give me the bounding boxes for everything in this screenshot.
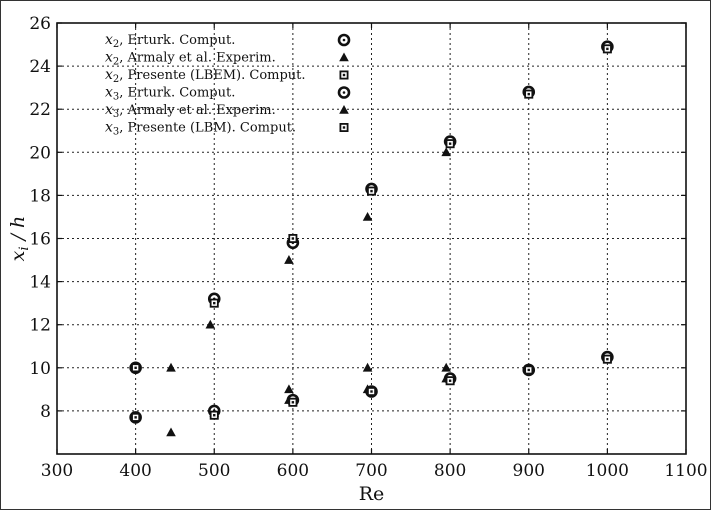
y-tick-label: 20 bbox=[29, 143, 51, 163]
x3-armaly-point bbox=[205, 319, 216, 329]
legend-marker-x2-erturk bbox=[337, 33, 351, 47]
x3-armaly-point bbox=[166, 362, 176, 372]
legend-label: x3, Armaly et al. Experim. bbox=[105, 102, 276, 120]
x3-presente-point bbox=[288, 233, 298, 243]
x2-presente-point bbox=[209, 410, 219, 420]
x3-presente-point bbox=[602, 44, 612, 54]
x-tick-label: 1000 bbox=[586, 461, 629, 481]
y-axis-label: xi / h bbox=[7, 216, 32, 262]
x2-presente-point bbox=[524, 365, 534, 375]
legend-marker-x2-presente bbox=[339, 70, 349, 80]
y-tick-label: 18 bbox=[29, 186, 51, 206]
x3-presente-point bbox=[209, 298, 219, 308]
x-tick-label: 700 bbox=[355, 461, 387, 481]
x3-presente-point bbox=[445, 139, 455, 149]
legend-marker-x3-armaly bbox=[339, 105, 349, 114]
data-points bbox=[129, 40, 614, 437]
legend-marker-x3-erturk bbox=[337, 86, 351, 99]
y-tick-label: 14 bbox=[29, 273, 51, 293]
x3-armaly-point bbox=[441, 362, 451, 372]
y-tick-label: 26 bbox=[29, 14, 51, 34]
legend-label: x3, Erturk. Comput. bbox=[105, 85, 235, 103]
legend-label: x2, Erturk. Comput. bbox=[105, 32, 235, 50]
y-tick-label: 10 bbox=[29, 359, 51, 379]
y-axis-label-sub: i bbox=[17, 246, 32, 250]
x3-armaly-point bbox=[441, 147, 451, 157]
y-axis-label-main: x bbox=[7, 250, 29, 261]
x-tick-label: 600 bbox=[277, 461, 309, 481]
x3-presente-point bbox=[366, 186, 376, 196]
x3-armaly-point bbox=[284, 255, 294, 264]
x-tick-label: 1100 bbox=[664, 461, 707, 481]
x-tick-label: 400 bbox=[119, 461, 151, 481]
x3-armaly-point bbox=[362, 211, 373, 221]
x2-presente-point bbox=[366, 387, 376, 397]
legend-label: x3, Presente (LBM). Comput. bbox=[105, 120, 296, 138]
legend-marker-x3-presente bbox=[339, 123, 349, 133]
y-tick-label: 24 bbox=[29, 57, 51, 77]
x-tick-label: 300 bbox=[41, 461, 73, 481]
legend: x2, Erturk. Comput.x2, Armaly et al. Exp… bbox=[105, 32, 351, 138]
y-tick-label: 22 bbox=[29, 100, 51, 120]
x2-presente-point bbox=[131, 412, 141, 422]
x2-armaly-point bbox=[166, 427, 176, 437]
legend-marker-x2-armaly bbox=[339, 52, 349, 62]
x3-presente-point bbox=[524, 89, 534, 99]
legend-label: x2, Armaly et al. Experim. bbox=[105, 50, 276, 68]
x2-presente-point bbox=[288, 397, 298, 407]
x-axis-label: Re bbox=[359, 483, 385, 505]
y-tick-label: 12 bbox=[29, 316, 51, 336]
x2-presente-point bbox=[602, 354, 612, 364]
axis-ticks: 300 400 500 600 700 800 900 1000 1100 8 10 12 14 16 18… bbox=[29, 14, 707, 481]
x3-armaly-point bbox=[362, 362, 373, 372]
y-tick-label: 8 bbox=[40, 402, 51, 422]
x-tick-label: 500 bbox=[198, 461, 230, 481]
x3-armaly-point bbox=[284, 384, 294, 394]
legend-label: x2, Presente (LBEM). Comput. bbox=[105, 67, 306, 85]
x2-presente-point bbox=[445, 376, 455, 386]
y-tick-label: 16 bbox=[29, 230, 51, 250]
y-axis-label-rest: / h bbox=[7, 216, 29, 247]
x-tick-label: 800 bbox=[434, 461, 466, 481]
x-tick-label: 900 bbox=[513, 461, 545, 481]
x3-presente-point bbox=[131, 363, 141, 373]
